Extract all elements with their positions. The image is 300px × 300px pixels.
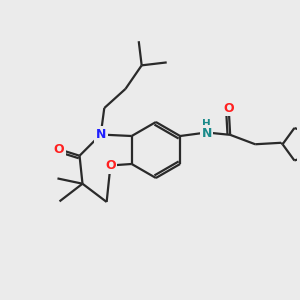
Text: N: N bbox=[201, 127, 212, 140]
Text: O: O bbox=[54, 143, 64, 156]
Text: N: N bbox=[96, 128, 106, 141]
Text: H: H bbox=[202, 118, 211, 129]
Text: O: O bbox=[105, 159, 116, 172]
Text: O: O bbox=[224, 102, 234, 115]
